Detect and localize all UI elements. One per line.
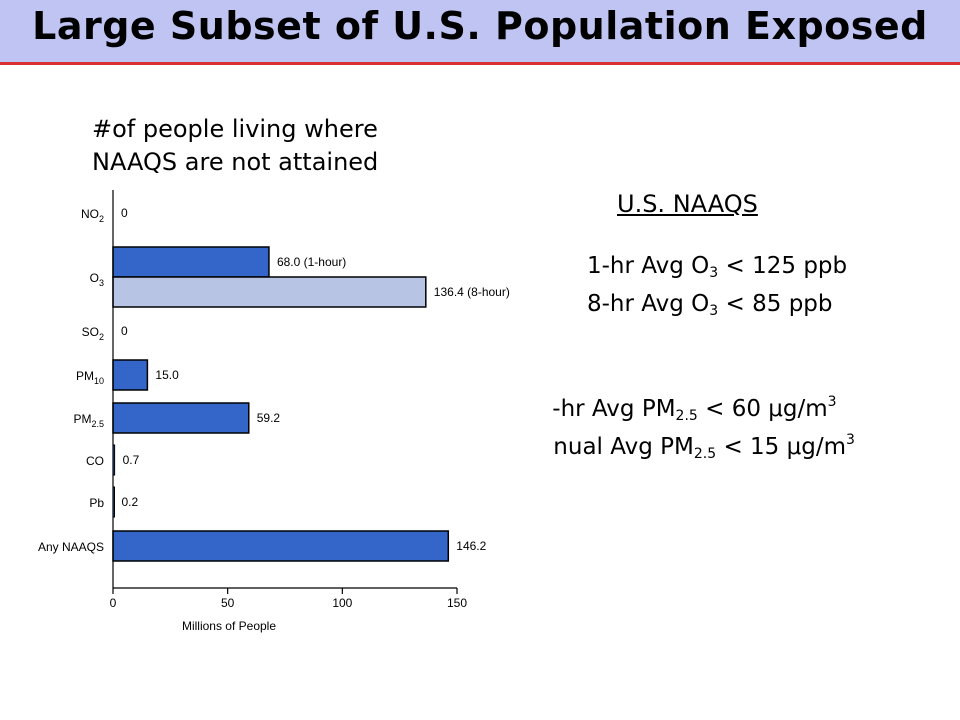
standards-heading: U.S. NAAQS bbox=[617, 190, 758, 218]
standard-pm-annual: Annual Avg PM2.5 < 15 μg/m3 bbox=[523, 432, 855, 462]
standard-pm-annual-sup: 3 bbox=[846, 432, 855, 448]
chart-subtitle: #of people living where NAAQS are not at… bbox=[92, 113, 378, 179]
bar bbox=[112, 246, 270, 278]
bar bbox=[112, 402, 250, 434]
category-label: PM2.5 bbox=[73, 412, 104, 429]
data-label: 136.4 (8-hour) bbox=[434, 285, 510, 299]
standard-pm-annual-sub: 2.5 bbox=[693, 446, 717, 462]
standard-o3-8hr: 8-hr Avg O3 < 85 ppb bbox=[587, 291, 833, 319]
standard-pm-24hr-sub: 2.5 bbox=[675, 408, 698, 424]
x-axis-title: Millions of People bbox=[182, 619, 276, 633]
standard-o3-1hr-prefix: 1-hr Avg O bbox=[587, 253, 710, 279]
data-label: 68.0 (1-hour) bbox=[277, 255, 346, 269]
population-bar-chart: NO2 0 O3 68.0 (1-hour) 136.4 (8-hour) SO2 0 PM1… bbox=[38, 190, 553, 633]
data-label: 0 bbox=[121, 206, 128, 220]
standard-pm-24hr-sup: 3 bbox=[827, 394, 837, 410]
standard-o3-1hr-suffix: < 125 ppb bbox=[718, 253, 848, 279]
standard-o3-1hr-sub: 3 bbox=[709, 265, 719, 281]
standard-o3-1hr: 1-hr Avg O3 < 125 ppb bbox=[587, 253, 848, 281]
bar bbox=[112, 359, 149, 391]
x-tick-label: 0 bbox=[110, 596, 117, 610]
title-bar: Large Subset of U.S. Population Exposed bbox=[0, 0, 960, 65]
data-label: 0 bbox=[121, 324, 128, 338]
x-tick-label: 50 bbox=[221, 596, 235, 610]
page-title: Large Subset of U.S. Population Exposed bbox=[32, 4, 928, 48]
data-label: 59.2 bbox=[257, 411, 281, 425]
x-tick-label: 150 bbox=[447, 596, 467, 610]
bar bbox=[112, 530, 450, 562]
data-label: 0.7 bbox=[123, 453, 140, 467]
category-label: Pb bbox=[89, 496, 104, 510]
subtitle-line-1: #of people living where bbox=[92, 115, 378, 143]
x-tick-label: 100 bbox=[332, 596, 352, 610]
category-label: PM10 bbox=[76, 369, 104, 386]
category-label: O3 bbox=[90, 271, 104, 288]
standard-o3-8hr-prefix: 8-hr Avg O bbox=[587, 291, 710, 317]
category-label: NO2 bbox=[81, 207, 104, 224]
category-label: Any NAAQS bbox=[38, 540, 104, 554]
standard-pm-24hr-middle: < 60 μg/m bbox=[697, 396, 828, 422]
bar bbox=[112, 276, 427, 308]
data-label: 15.0 bbox=[155, 368, 179, 382]
category-label: SO2 bbox=[82, 325, 104, 342]
category-label: CO bbox=[86, 454, 104, 468]
standard-o3-8hr-sub: 3 bbox=[709, 303, 719, 319]
standard-pm-annual-middle: < 15 μg/m bbox=[716, 434, 847, 460]
standard-o3-8hr-suffix: < 85 ppb bbox=[718, 291, 833, 317]
standard-pm-24hr: 24-hr Avg PM2.5 < 60 μg/m3 bbox=[523, 394, 837, 424]
subtitle-line-2: NAAQS are not attained bbox=[92, 148, 379, 176]
data-label: 146.2 bbox=[456, 539, 486, 553]
data-label: 0.2 bbox=[121, 495, 138, 509]
